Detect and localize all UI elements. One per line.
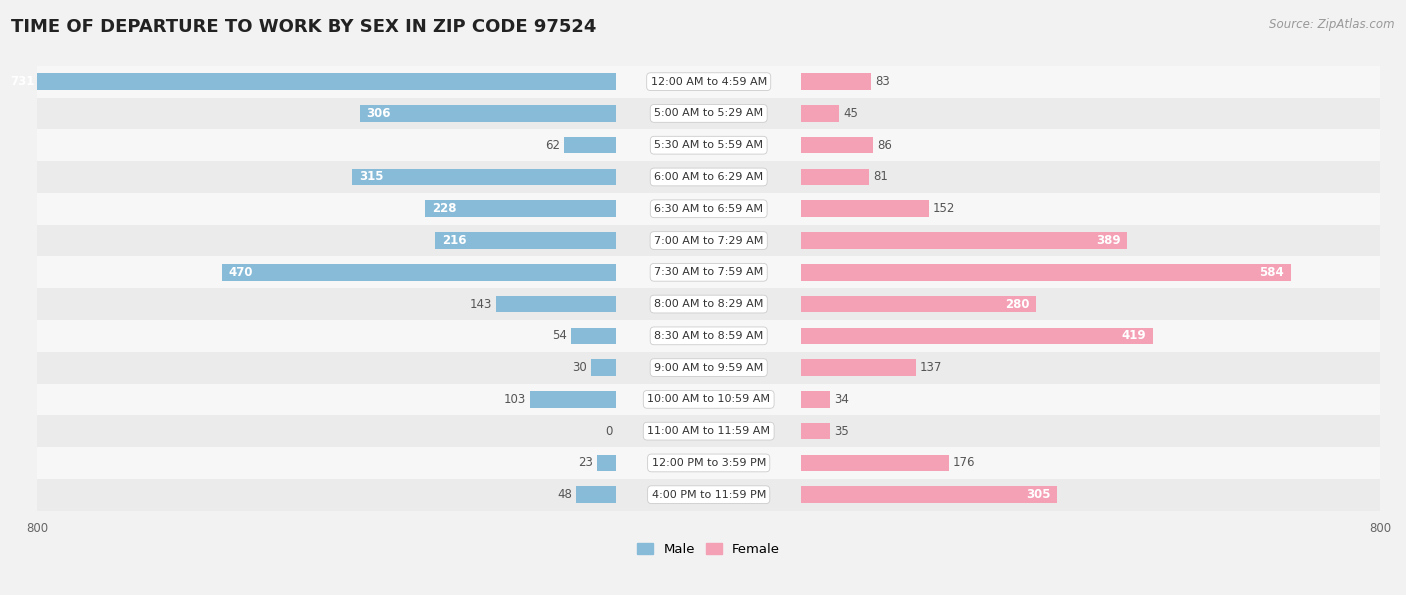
Bar (38, 161, 1379, 193)
Bar (38, 193, 1379, 225)
Bar (496, 296, 616, 312)
Text: 152: 152 (932, 202, 955, 215)
Bar (38, 447, 1379, 479)
Text: 305: 305 (1026, 488, 1050, 501)
Bar (38, 479, 1379, 511)
Bar (571, 328, 616, 344)
Text: 86: 86 (877, 139, 893, 152)
Text: TIME OF DEPARTURE TO WORK BY SEX IN ZIP CODE 97524: TIME OF DEPARTURE TO WORK BY SEX IN ZIP … (11, 18, 596, 36)
Bar (801, 423, 831, 440)
Bar (38, 225, 1379, 256)
Bar (801, 232, 1128, 249)
Text: 10:00 AM to 10:59 AM: 10:00 AM to 10:59 AM (647, 394, 770, 405)
Bar (801, 328, 1153, 344)
Text: 389: 389 (1097, 234, 1121, 247)
Bar (222, 264, 616, 281)
Text: 315: 315 (359, 171, 384, 183)
Text: 7:00 AM to 7:29 AM: 7:00 AM to 7:29 AM (654, 236, 763, 246)
Text: 0: 0 (605, 425, 612, 438)
Text: 45: 45 (844, 107, 858, 120)
Text: 584: 584 (1260, 266, 1284, 279)
Bar (38, 320, 1379, 352)
Bar (530, 391, 616, 408)
Text: 731: 731 (10, 75, 34, 88)
Bar (801, 264, 1291, 281)
Bar (425, 201, 616, 217)
Text: 7:30 AM to 7:59 AM: 7:30 AM to 7:59 AM (654, 267, 763, 277)
Bar (801, 455, 949, 471)
Bar (352, 169, 616, 185)
Text: 23: 23 (578, 456, 593, 469)
Text: 9:00 AM to 9:59 AM: 9:00 AM to 9:59 AM (654, 362, 763, 372)
Text: 419: 419 (1121, 330, 1146, 342)
Text: 4:00 PM to 11:59 PM: 4:00 PM to 11:59 PM (651, 490, 766, 500)
Text: 81: 81 (873, 171, 889, 183)
Bar (801, 73, 870, 90)
Text: 5:00 AM to 5:29 AM: 5:00 AM to 5:29 AM (654, 108, 763, 118)
Bar (38, 98, 1379, 129)
Bar (801, 296, 1036, 312)
Bar (38, 352, 1379, 384)
Text: 137: 137 (920, 361, 942, 374)
Bar (801, 391, 830, 408)
Text: 280: 280 (1005, 298, 1029, 311)
Bar (801, 169, 869, 185)
Text: 30: 30 (572, 361, 588, 374)
Text: 216: 216 (441, 234, 467, 247)
Bar (38, 129, 1379, 161)
Text: Source: ZipAtlas.com: Source: ZipAtlas.com (1270, 18, 1395, 31)
Text: 306: 306 (367, 107, 391, 120)
Text: 470: 470 (229, 266, 253, 279)
Bar (592, 359, 616, 376)
Text: 5:30 AM to 5:59 AM: 5:30 AM to 5:59 AM (654, 140, 763, 150)
Bar (436, 232, 616, 249)
Legend: Male, Female: Male, Female (633, 538, 786, 561)
Text: 12:00 AM to 4:59 AM: 12:00 AM to 4:59 AM (651, 77, 766, 87)
Bar (38, 288, 1379, 320)
Text: 143: 143 (470, 298, 492, 311)
Text: 34: 34 (834, 393, 849, 406)
Bar (38, 384, 1379, 415)
Text: 54: 54 (553, 330, 567, 342)
Bar (38, 256, 1379, 288)
Bar (3, 73, 616, 90)
Bar (598, 455, 616, 471)
Bar (38, 415, 1379, 447)
Text: 6:30 AM to 6:59 AM: 6:30 AM to 6:59 AM (654, 203, 763, 214)
Bar (801, 137, 873, 154)
Text: 103: 103 (503, 393, 526, 406)
Text: 48: 48 (557, 488, 572, 501)
Bar (801, 359, 915, 376)
Text: 228: 228 (432, 202, 457, 215)
Text: 6:00 AM to 6:29 AM: 6:00 AM to 6:29 AM (654, 172, 763, 182)
Text: 11:00 AM to 11:59 AM: 11:00 AM to 11:59 AM (647, 426, 770, 436)
Bar (38, 66, 1379, 98)
Bar (360, 105, 616, 122)
Text: 8:30 AM to 8:59 AM: 8:30 AM to 8:59 AM (654, 331, 763, 341)
Text: 62: 62 (546, 139, 560, 152)
Bar (801, 487, 1057, 503)
Text: 83: 83 (875, 75, 890, 88)
Bar (801, 201, 928, 217)
Text: 12:00 PM to 3:59 PM: 12:00 PM to 3:59 PM (651, 458, 766, 468)
Text: 35: 35 (835, 425, 849, 438)
Bar (801, 105, 839, 122)
Text: 176: 176 (953, 456, 976, 469)
Bar (576, 487, 616, 503)
Bar (564, 137, 616, 154)
Text: 8:00 AM to 8:29 AM: 8:00 AM to 8:29 AM (654, 299, 763, 309)
